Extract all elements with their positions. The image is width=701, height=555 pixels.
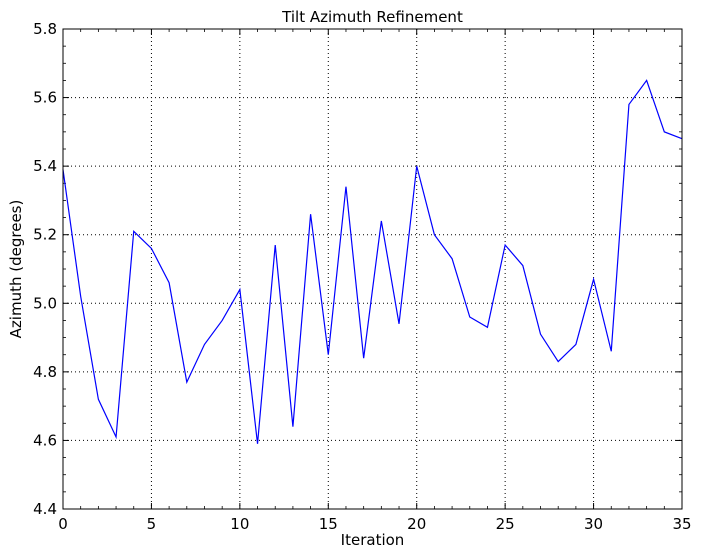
series-layer (62, 79, 683, 444)
grid (63, 29, 682, 509)
x-tick-labels: 0 5 10 15 20 25 30 35 (58, 515, 691, 533)
series-line (62, 79, 683, 444)
y-tick-labels: 4.4 4.6 4.8 5.0 5.2 5.4 5.6 5.8 (33, 20, 57, 518)
x-axis-title: Iteration (341, 531, 405, 549)
plot-frame (62, 28, 683, 510)
y-tick-label: 5.0 (33, 294, 57, 312)
y-tick-label: 5.8 (33, 20, 57, 38)
y-tick-label: 4.6 (33, 431, 57, 449)
x-tick-label: 0 (58, 515, 68, 533)
x-tick-label: 15 (319, 515, 338, 533)
x-tick-label: 20 (407, 515, 426, 533)
x-tick-label: 30 (584, 515, 603, 533)
y-tick-label: 4.8 (33, 363, 57, 381)
y-tick-label: 5.6 (33, 89, 57, 107)
axis-ticks (62, 28, 683, 510)
chart-title: Tilt Azimuth Refinement (281, 8, 463, 26)
x-tick-label: 5 (147, 515, 157, 533)
y-tick-label: 5.2 (33, 226, 57, 244)
y-axis-title: Azimuth (degrees) (7, 200, 25, 339)
y-tick-label: 4.4 (33, 500, 57, 518)
y-tick-label: 5.4 (33, 157, 57, 175)
x-tick-label: 35 (672, 515, 691, 533)
x-tick-label: 10 (230, 515, 249, 533)
x-tick-label: 25 (496, 515, 515, 533)
